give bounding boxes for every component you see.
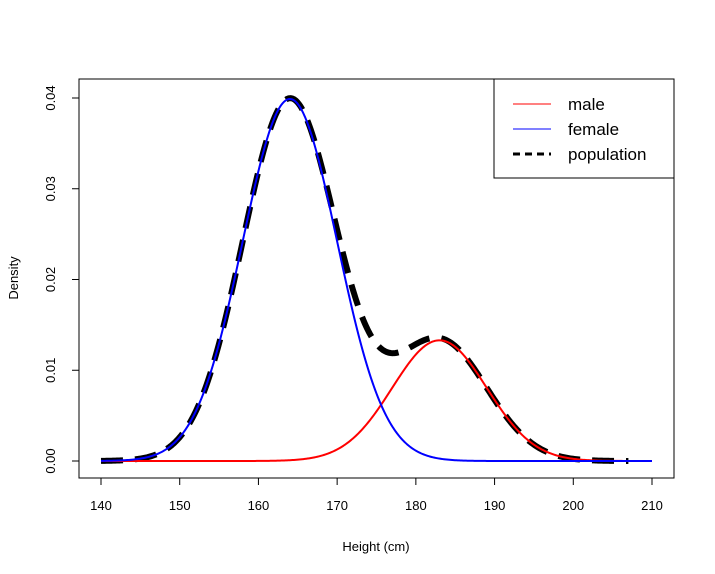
x-tick-label-190: 190 [484, 498, 506, 513]
series-line-male [101, 339, 653, 462]
y-axis-title: Density [6, 256, 21, 300]
legend-box [493, 78, 675, 179]
series-layer [99, 95, 653, 464]
x-tick-label-170: 170 [326, 498, 348, 513]
x-tick-label-150: 150 [169, 498, 191, 513]
x-tick-label-160: 160 [248, 498, 270, 513]
x-tick-label-200: 200 [562, 498, 584, 513]
y-tick-label-0.04: 0.04 [43, 85, 58, 110]
y-tick-label-0.02: 0.02 [43, 267, 58, 292]
y-tick-label-0.00: 0.00 [43, 448, 58, 473]
series-line-female [100, 97, 652, 462]
legend-label-population: population [568, 145, 646, 164]
x-tick-label-140: 140 [90, 498, 112, 513]
y-axis: 0.00 0.01 0.02 0.03 0.04 [43, 85, 80, 474]
legend-label-female: female [568, 120, 619, 139]
x-tick-label-210: 210 [641, 498, 663, 513]
y-tick-label-0.03: 0.03 [43, 176, 58, 201]
legend-label-male: male [568, 95, 605, 114]
legend: male female population [493, 78, 675, 179]
y-tick-label-0.01: 0.01 [43, 358, 58, 383]
x-axis: 140 150 160 170 180 190 200 210 [90, 477, 663, 513]
x-axis-title: Height (cm) [342, 539, 409, 554]
x-tick-label-180: 180 [405, 498, 427, 513]
